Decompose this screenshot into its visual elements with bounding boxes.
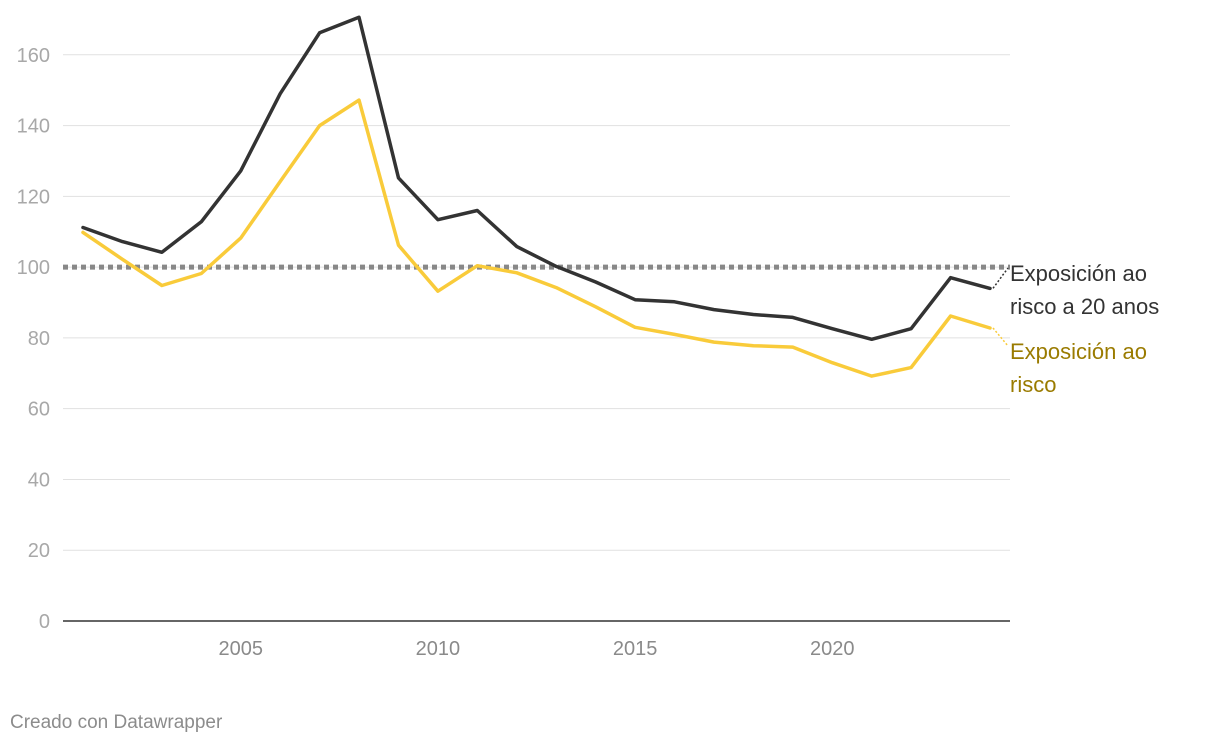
x-tick-label-2010: 2010 <box>416 638 461 660</box>
y-tick-label-80: 80 <box>28 328 50 350</box>
y-tick-label-0: 0 <box>39 611 50 633</box>
series-label-connector-0 <box>992 267 1009 289</box>
y-tick-label-40: 40 <box>28 469 50 491</box>
series-label-1-line-0: Exposición ao <box>1010 339 1147 364</box>
x-tick-label-2005: 2005 <box>218 638 263 660</box>
series-lines <box>81 15 992 378</box>
x-axis-tick-labels: 2005 2010 2015 2020 <box>218 638 854 660</box>
credit-text: Creado con Datawrapper <box>10 712 223 733</box>
y-tick-label-160: 160 <box>17 45 50 67</box>
y-tick-label-20: 20 <box>28 540 50 562</box>
series-label-0-line-0: Exposición ao <box>1010 261 1147 286</box>
y-tick-label-60: 60 <box>28 399 50 421</box>
series-label-connector-1 <box>992 327 1009 347</box>
series-label-1: Exposición ao risco <box>1010 339 1147 397</box>
y-axis-tick-labels: 0 20 40 60 80 100 120 140 160 <box>17 45 50 633</box>
series-line-0 <box>81 15 992 342</box>
x-tick-label-2015: 2015 <box>613 638 658 660</box>
x-tick-label-2020: 2020 <box>810 638 855 660</box>
series-label-0-line-1: risco a 20 anos <box>1010 294 1159 319</box>
series-line-1 <box>81 98 992 378</box>
y-tick-label-120: 120 <box>17 186 50 208</box>
y-tick-label-140: 140 <box>17 116 50 138</box>
series-label-0: Exposición ao risco a 20 anos <box>1010 261 1159 319</box>
y-tick-label-100: 100 <box>17 257 50 279</box>
series-label-1-line-1: risco <box>1010 372 1056 397</box>
